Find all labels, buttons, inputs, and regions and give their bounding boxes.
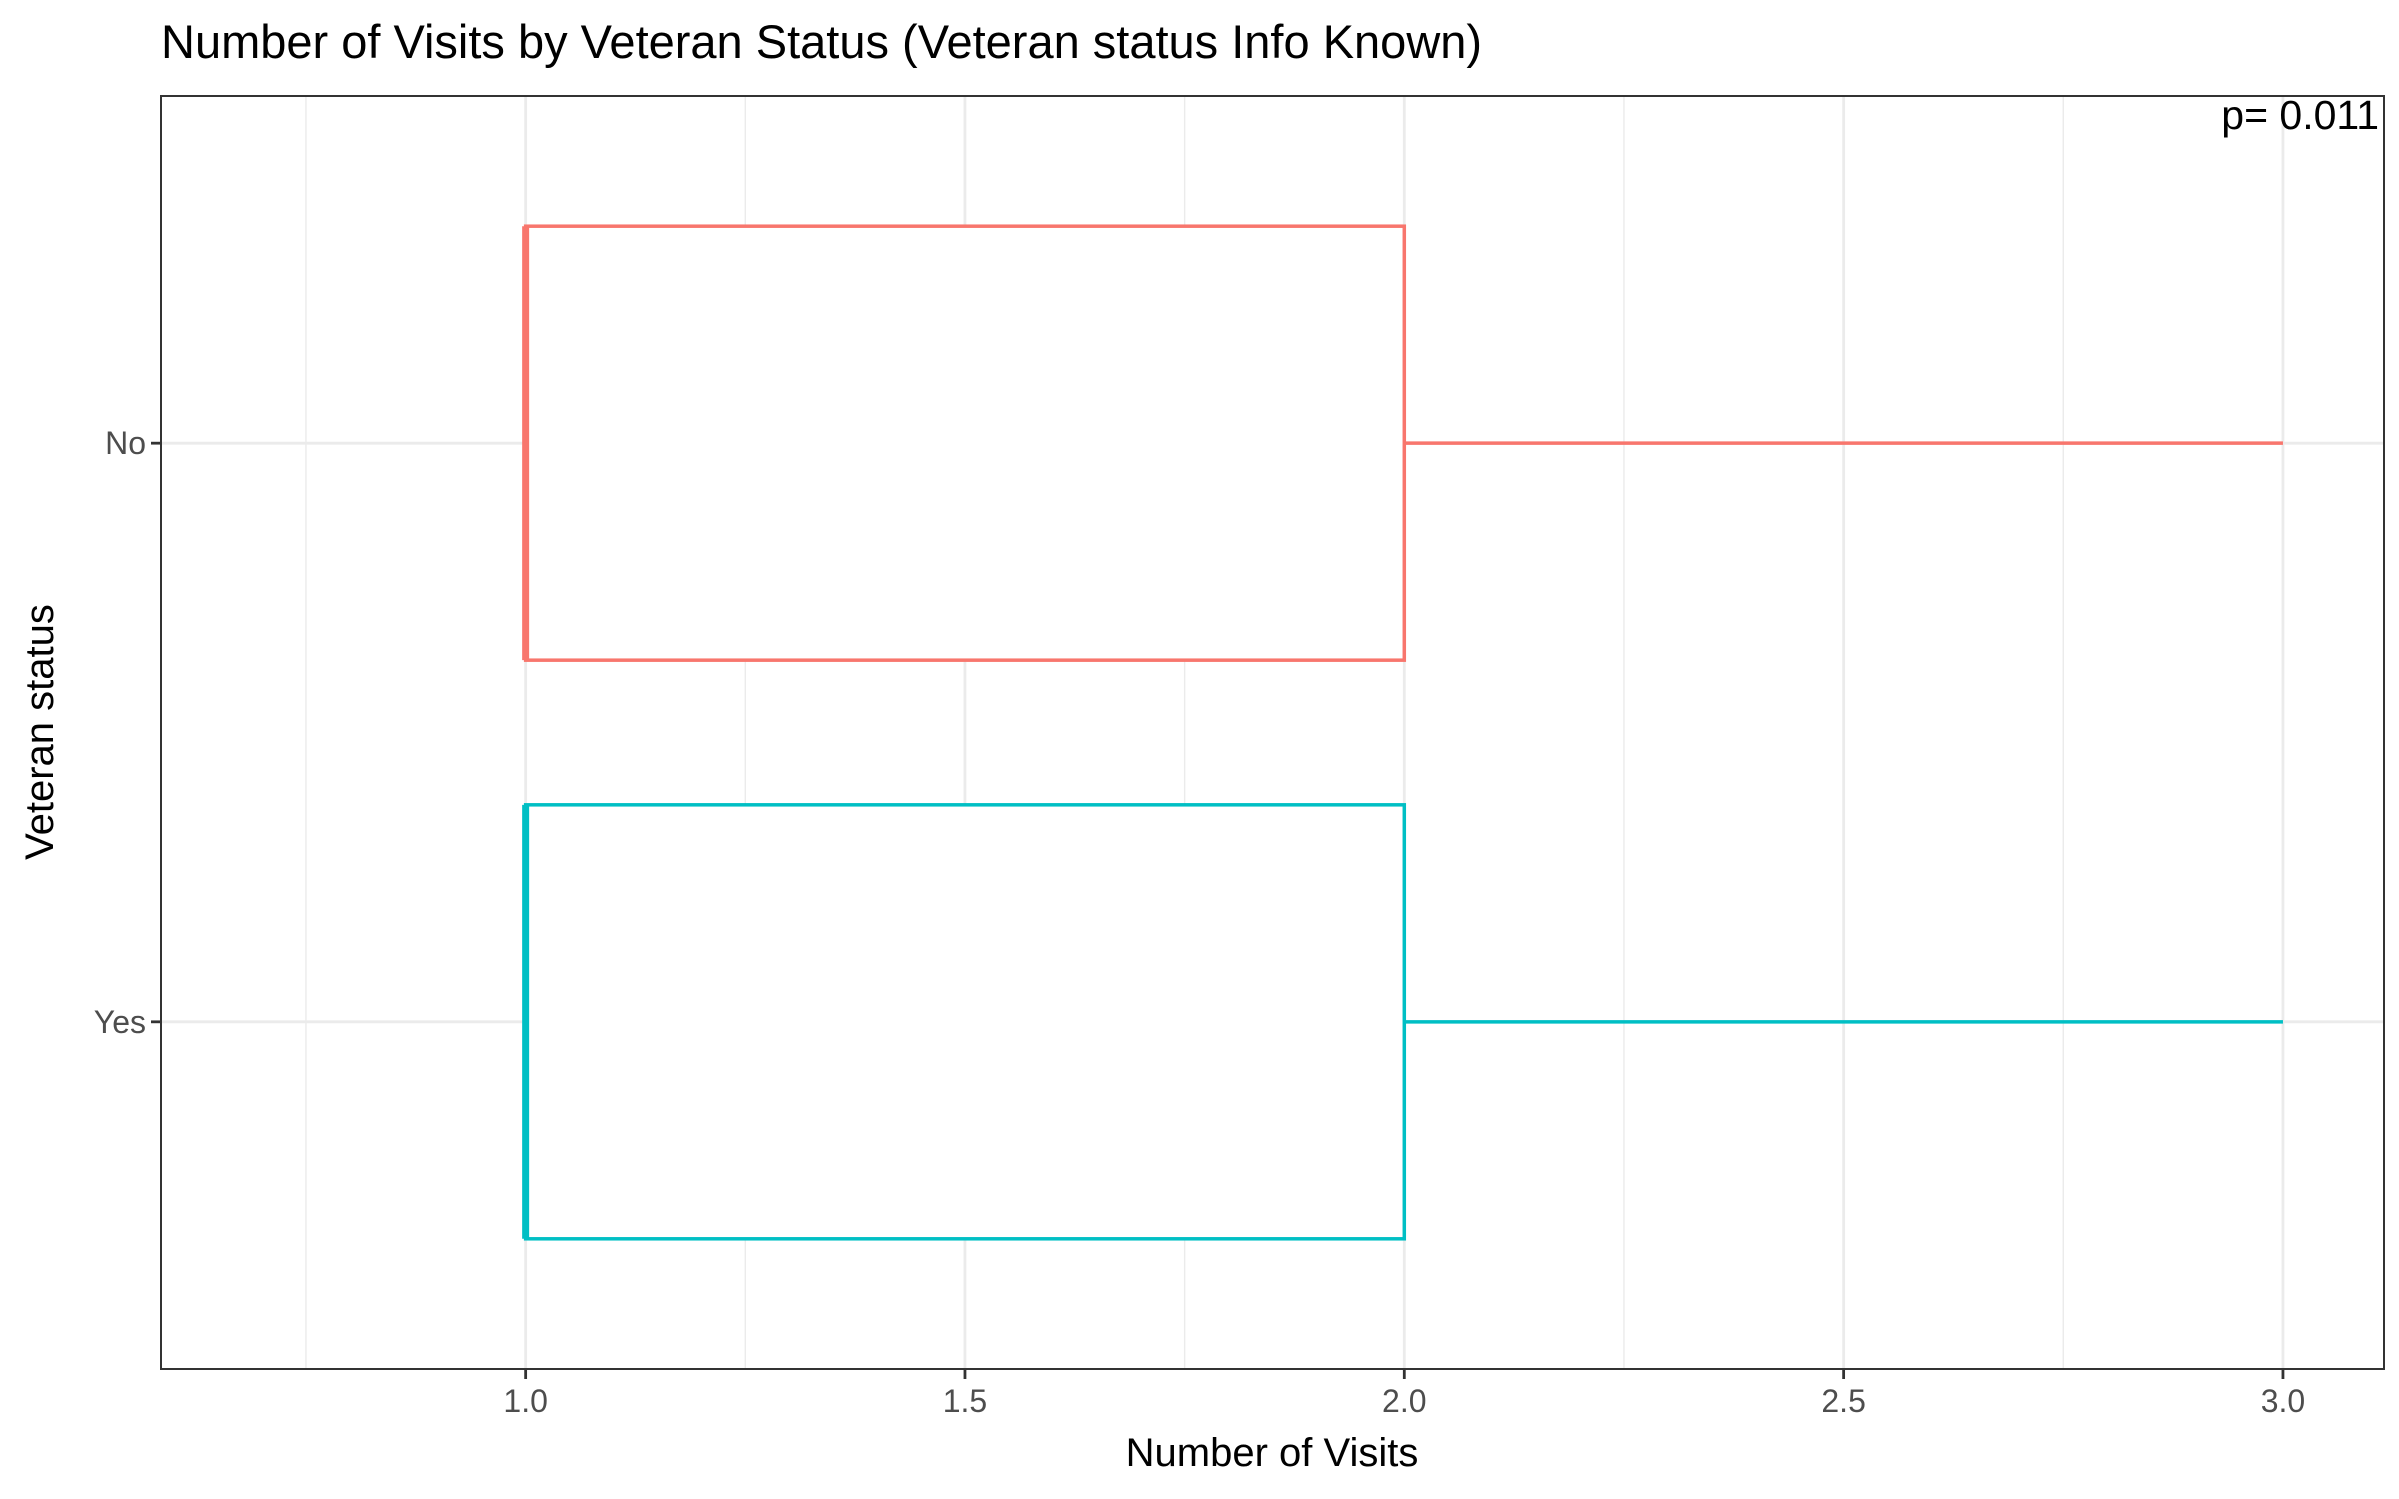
x-tick-label: 3.0 [2261,1383,2305,1419]
x-tick-label: 1.5 [943,1383,987,1419]
x-tick-label: 1.0 [503,1383,547,1419]
p-value-annotation: p= 0.011 [2221,92,2379,138]
x-tick-label: 2.5 [1821,1383,1865,1419]
chart-title: Number of Visits by Veteran Status (Vete… [161,15,1482,68]
box-no [522,224,2283,662]
iqr-box [523,224,1407,662]
box-yes [522,803,2283,1241]
boxes [522,224,2283,1241]
x-axis-title: Number of Visits [1126,1431,1419,1475]
y-tick-label: No [105,425,146,461]
y-axis-title: Veteran status [18,604,62,860]
axis-ticks: 1.0 1.5 2.0 2.5 3.0 No Yes [94,425,2305,1419]
x-tick-label: 2.0 [1382,1383,1426,1419]
panel-border [160,95,2385,1370]
iqr-box [523,803,1407,1241]
y-tick-label: Yes [94,1004,146,1040]
